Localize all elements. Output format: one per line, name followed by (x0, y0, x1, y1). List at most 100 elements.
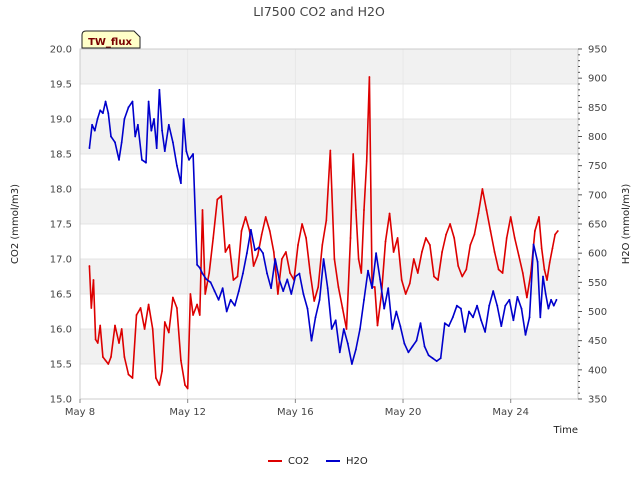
y-tick-label: 18.0 (50, 185, 72, 196)
data-point-co2 (167, 331, 170, 334)
y-axis-title: CO2 (mmol/m3) (10, 184, 21, 264)
data-point-h2o (383, 307, 386, 310)
data-point-h2o (131, 100, 134, 103)
data-point-h2o (201, 272, 204, 275)
data-point-h2o (96, 118, 99, 120)
data-point-h2o (145, 161, 147, 164)
data-point-co2 (341, 307, 344, 309)
data-point-h2o (278, 278, 281, 281)
data-point-co2 (196, 303, 198, 306)
data-point-h2o (185, 150, 188, 152)
data-point-co2 (404, 293, 407, 295)
y-tick-label: 17.5 (50, 220, 72, 231)
data-point-co2 (517, 254, 520, 257)
data-point-co2 (469, 244, 472, 246)
data-point-co2 (543, 268, 546, 271)
data-point-h2o (141, 158, 143, 161)
y2-tick-label: 350 (588, 395, 607, 406)
data-point-h2o (532, 243, 535, 246)
data-point-h2o (134, 135, 137, 138)
data-point-h2o (91, 123, 94, 126)
data-point-co2 (396, 237, 399, 239)
data-point-co2 (127, 373, 130, 376)
data-point-co2 (433, 275, 435, 278)
data-point-co2 (305, 237, 308, 239)
x-tick-label: May 8 (65, 407, 95, 418)
data-point-h2o (480, 319, 482, 322)
data-point-h2o (447, 325, 450, 327)
data-point-co2 (99, 324, 102, 327)
data-point-h2o (411, 345, 414, 348)
data-point-h2o (158, 88, 161, 91)
data-point-h2o (123, 118, 126, 120)
data-point-h2o (334, 319, 337, 322)
data-point-h2o (326, 287, 329, 290)
data-point-h2o (528, 316, 531, 319)
data-point-co2 (244, 216, 247, 218)
y2-tick-label: 400 (588, 365, 607, 376)
data-point-co2 (453, 237, 456, 239)
data-point-co2 (425, 237, 427, 239)
data-point-h2o (391, 328, 394, 330)
data-point-co2 (513, 237, 516, 239)
data-point-co2 (232, 279, 235, 281)
data-point-h2o (539, 316, 542, 319)
data-point-co2 (96, 342, 99, 344)
data-point-co2 (189, 293, 192, 295)
data-point-h2o (350, 363, 353, 365)
data-point-co2 (473, 233, 476, 236)
data-point-h2o (286, 278, 289, 281)
data-point-h2o (217, 298, 220, 301)
data-point-co2 (461, 275, 464, 278)
data-point-h2o (266, 272, 268, 275)
y-tick-label: 15.5 (50, 360, 72, 371)
data-point-co2 (457, 265, 460, 267)
data-point-co2 (546, 279, 548, 281)
data-point-h2o (182, 118, 185, 120)
plot-band (80, 189, 578, 224)
data-point-co2 (118, 342, 120, 344)
data-point-h2o (274, 258, 277, 260)
data-point-h2o (153, 118, 155, 120)
data-point-co2 (110, 356, 112, 358)
data-point-co2 (521, 272, 524, 274)
data-point-h2o (536, 261, 539, 263)
data-point-co2 (280, 258, 283, 260)
data-point-h2o (270, 287, 273, 290)
data-point-h2o (118, 158, 120, 161)
data-point-h2o (136, 123, 139, 126)
y2-tick-label: 550 (588, 278, 607, 289)
data-point-co2 (505, 237, 508, 239)
legend: CO2 H2O (268, 456, 368, 467)
data-point-h2o (550, 298, 552, 301)
data-point-co2 (220, 195, 223, 197)
data-point-h2o (460, 307, 462, 310)
data-point-h2o (359, 328, 361, 330)
data-point-h2o (363, 298, 365, 301)
data-point-co2 (158, 384, 161, 386)
data-point-co2 (493, 251, 496, 253)
y2-tick-label: 750 (588, 161, 607, 172)
data-point-co2 (489, 230, 492, 232)
data-point-co2 (123, 356, 126, 358)
data-point-co2 (276, 293, 279, 295)
data-point-h2o (245, 252, 248, 255)
data-point-co2 (224, 251, 227, 253)
data-point-h2o (435, 360, 438, 362)
data-point-co2 (400, 279, 403, 281)
data-point-co2 (416, 272, 419, 274)
data-point-h2o (114, 141, 116, 144)
data-point-h2o (516, 296, 519, 298)
data-point-h2o (403, 342, 406, 345)
data-point-co2 (548, 261, 551, 264)
data-point-h2o (258, 246, 260, 249)
legend-h2o-label: H2O (346, 456, 368, 467)
data-point-co2 (268, 230, 271, 232)
data-point-co2 (198, 314, 201, 316)
data-point-co2 (297, 244, 299, 246)
series-line-co2 (88, 76, 559, 390)
data-point-co2 (325, 219, 328, 222)
data-point-h2o (443, 322, 446, 325)
data-point-co2 (445, 233, 447, 236)
data-point-co2 (337, 286, 340, 288)
